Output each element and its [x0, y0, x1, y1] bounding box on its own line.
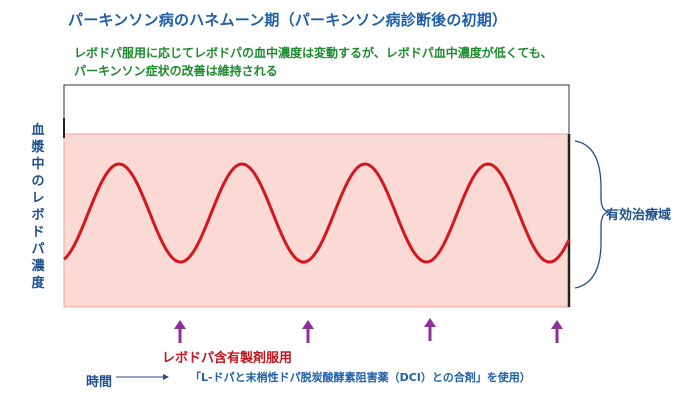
time-arrow	[116, 374, 169, 380]
medication-label: レボドパ含有製剤服用	[162, 351, 293, 366]
dose-arrow-1	[174, 320, 186, 343]
note-line-2: パーキンソン症状の改善は維持される	[74, 64, 278, 78]
therapeutic-range-brace	[574, 140, 611, 289]
page-title: パーキンソン病のハネムーン期（パーキンソン病診断後の初期）	[68, 11, 508, 29]
therapeutic-range-label: 有効治療域	[606, 208, 672, 223]
note-line-1: レボドパ服用に応じてレボドパの血中濃度は変動するが、レボドパ血中濃度が低くても、	[74, 46, 553, 60]
dose-arrow-3	[424, 318, 436, 341]
therapeutic-range-band	[63, 133, 570, 308]
levodopa-concentration-curve	[62, 162, 571, 264]
dose-arrow-2	[302, 320, 314, 343]
time-label: 時間	[86, 375, 113, 390]
dci-note: 「L-ドパと末梢性ドパ脱炭酸酵素阻害薬（DCI）との合剤」を使用）	[190, 371, 531, 384]
dose-arrow-4	[551, 320, 563, 343]
y-axis-label: 血漿中のレボドパ濃度	[31, 123, 45, 291]
